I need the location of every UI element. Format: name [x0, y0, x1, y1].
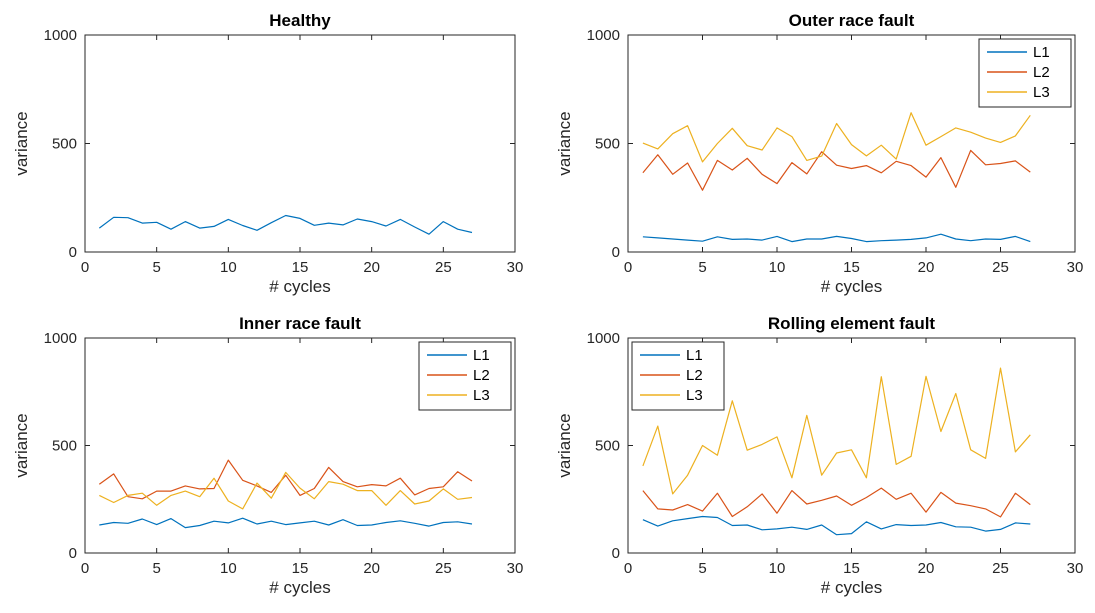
series-line-l1: [642, 515, 1031, 536]
series-line-l1: [99, 517, 473, 529]
plot-area: [84, 34, 516, 253]
x-tick-label: 5: [698, 560, 706, 577]
series-line-l3: [642, 367, 1031, 495]
x-tick-label: 0: [81, 560, 89, 577]
series-line-l3: [642, 112, 1031, 163]
plot-title: Inner race fault: [239, 314, 361, 333]
x-tick-label: 10: [769, 560, 786, 577]
legend-box: [418, 341, 512, 411]
subplot-inner-race-fault: 0 5 10 15 20 25 30 0 500 1000 Inner race fault # cy…: [12, 314, 523, 597]
x-axis-label: # cycles: [269, 578, 330, 597]
y-tick-label: 1000: [44, 330, 77, 347]
y-tick-label: 500: [595, 438, 620, 455]
y-tick-label: 500: [52, 136, 77, 153]
series-line-l1: [642, 233, 1031, 243]
x-tick-label: 20: [363, 560, 380, 577]
y-tick-label: 1000: [587, 27, 620, 44]
legend-label: L1: [686, 347, 703, 364]
series-line-l3: [99, 471, 473, 510]
plot-title: Healthy: [269, 11, 331, 30]
legend-box: [978, 38, 1072, 108]
legend-label: L3: [1033, 84, 1050, 101]
x-tick-label: 20: [918, 259, 935, 276]
legend-label: L2: [1033, 64, 1050, 81]
x-tick-label: 10: [220, 560, 237, 577]
y-tick-label: 500: [52, 438, 77, 455]
x-tick-label: 25: [992, 560, 1009, 577]
x-tick-label: 0: [624, 259, 632, 276]
y-tick-label: 500: [595, 136, 620, 153]
series-line-l1: [98, 214, 473, 235]
x-tick-label: 30: [507, 259, 524, 276]
x-tick-label: 30: [1067, 259, 1084, 276]
x-tick-label: 15: [843, 259, 860, 276]
subplot-outer-race-fault: 0 5 10 15 20 25 30 0 500 1000 Outer race fault # cy…: [555, 11, 1083, 296]
plot-title: Outer race fault: [789, 11, 915, 30]
legend: L1 L2 L3: [418, 341, 512, 411]
y-tick-label: 1000: [44, 27, 77, 44]
legend-label: L3: [686, 387, 703, 404]
legend-label: L2: [473, 367, 490, 384]
y-tick-label: 1000: [587, 330, 620, 347]
x-tick-label: 5: [152, 259, 160, 276]
legend-label: L1: [473, 347, 490, 364]
y-axis-label: variance: [12, 413, 31, 477]
x-axis-label: # cycles: [821, 578, 882, 597]
x-tick-label: 30: [1067, 560, 1084, 577]
series-line-l2: [98, 459, 473, 500]
x-tick-label: 15: [843, 560, 860, 577]
legend-label: L3: [473, 387, 490, 404]
x-tick-label: 25: [992, 259, 1009, 276]
plot-title: Rolling element fault: [768, 314, 936, 333]
series-line-l2: [642, 487, 1031, 518]
series-line-l2: [642, 149, 1031, 191]
x-tick-label: 0: [624, 560, 632, 577]
x-tick-label: 15: [292, 560, 309, 577]
x-tick-label: 20: [363, 259, 380, 276]
x-tick-label: 10: [769, 259, 786, 276]
subplot-healthy: 0 5 10 15 20 25 30 0 500 1000 Healthy # cycles varia…: [12, 11, 523, 296]
x-axis-label: # cycles: [821, 277, 882, 296]
legend-box: [631, 341, 725, 411]
y-tick-label: 0: [69, 545, 77, 562]
y-tick-label: 0: [612, 244, 620, 261]
y-axis-label: variance: [12, 111, 31, 175]
x-tick-label: 0: [81, 259, 89, 276]
x-tick-label: 10: [220, 259, 237, 276]
x-tick-label: 5: [152, 560, 160, 577]
x-tick-label: 25: [435, 560, 452, 577]
x-tick-label: 20: [918, 560, 935, 577]
y-axis-label: variance: [555, 413, 574, 477]
legend: L1 L2 L3: [631, 341, 725, 411]
legend-label: L2: [686, 367, 703, 384]
x-tick-label: 15: [292, 259, 309, 276]
y-tick-label: 0: [69, 244, 77, 261]
x-tick-label: 5: [698, 259, 706, 276]
y-tick-label: 0: [612, 545, 620, 562]
subplot-rolling-element-fault: 0 5 10 15 20 25 30 0 500 1000 Rolling element faul…: [555, 314, 1083, 597]
x-axis-label: # cycles: [269, 277, 330, 296]
legend-label: L1: [1033, 44, 1050, 61]
x-tick-label: 30: [507, 560, 524, 577]
x-tick-label: 25: [435, 259, 452, 276]
legend: L1 L2 L3: [978, 38, 1072, 108]
y-axis-label: variance: [555, 111, 574, 175]
